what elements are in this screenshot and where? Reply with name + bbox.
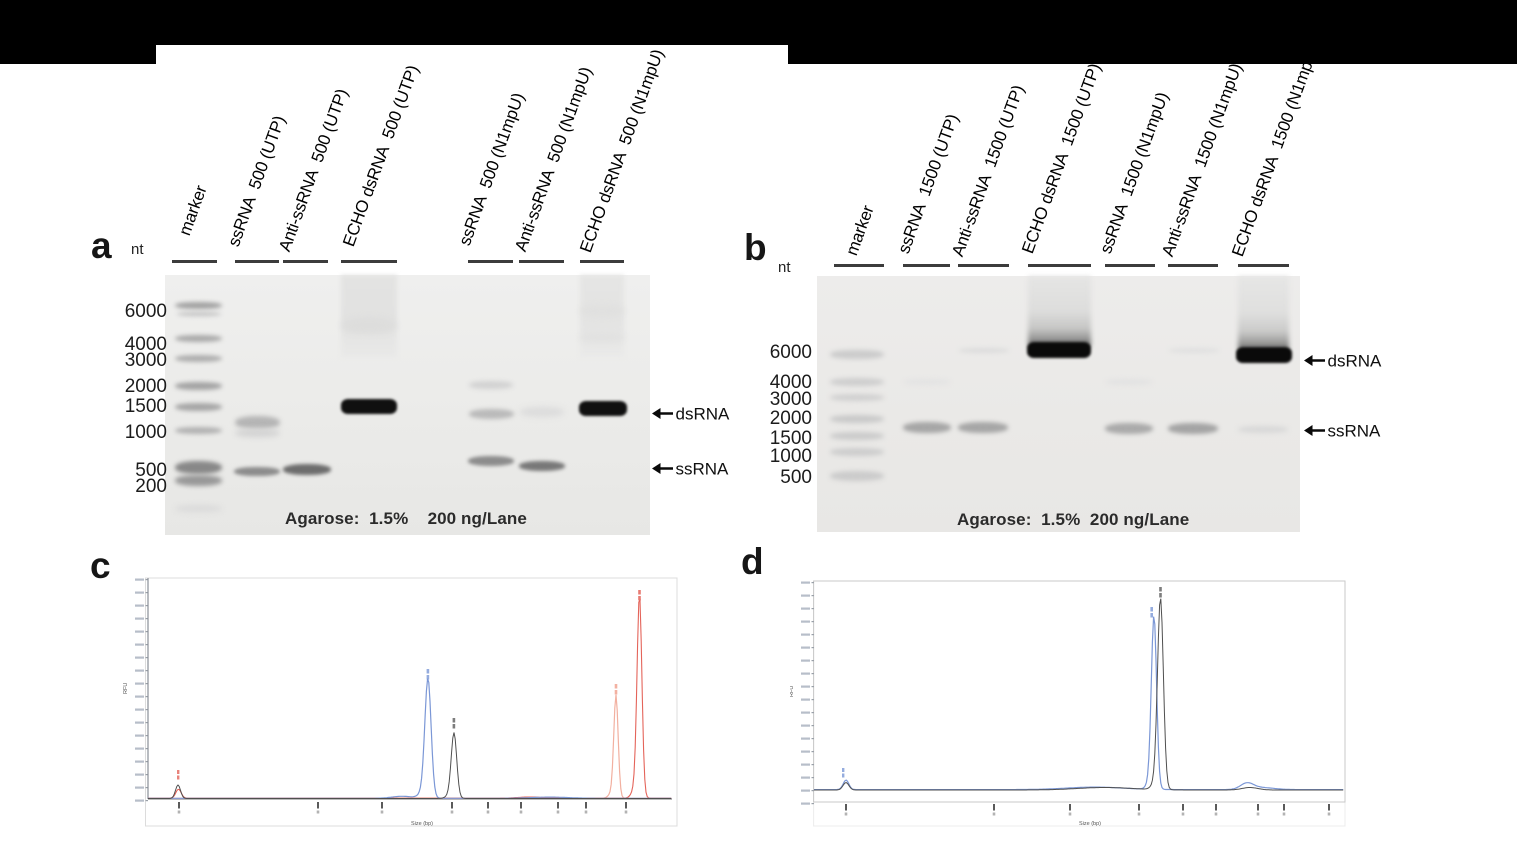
svg-text:ssRNA: ssRNA (676, 460, 730, 479)
svg-text:dsRNA: dsRNA (1328, 352, 1383, 371)
svg-text:RFU: RFU (123, 683, 129, 694)
svg-text:dsRNA: dsRNA (676, 405, 731, 424)
svg-text:RFU: RFU (790, 686, 795, 697)
svg-text:Size (bp): Size (bp) (411, 821, 433, 827)
svg-text:Size (bp): Size (bp) (1079, 821, 1101, 827)
svg-text:ssRNA: ssRNA (1328, 422, 1382, 441)
